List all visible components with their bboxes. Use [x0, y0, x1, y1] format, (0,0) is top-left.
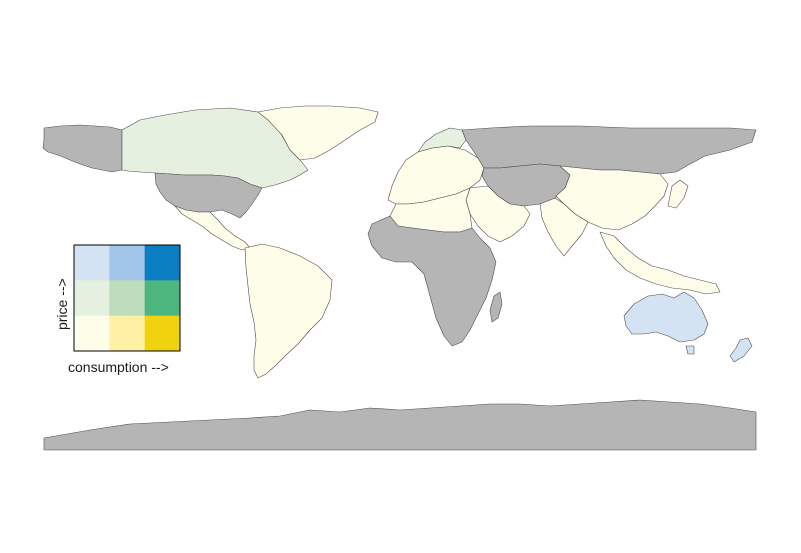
legend-cell — [144, 245, 181, 281]
region-united-states — [154, 172, 263, 219]
region-sub-saharan-africa — [367, 215, 497, 347]
legend-cell — [144, 280, 181, 317]
legend-frame — [73, 244, 181, 352]
legend-cell — [109, 315, 146, 352]
legend-grid — [74, 245, 181, 352]
region-india — [539, 197, 589, 257]
legend-cell — [144, 315, 181, 352]
region-alaska — [42, 124, 123, 173]
legend-x-label: consumption --> — [68, 359, 169, 375]
region-russia — [461, 125, 757, 175]
region-greenland — [257, 105, 379, 161]
region-antarctica — [43, 399, 757, 451]
legend-y-label: price --> — [54, 278, 70, 330]
region-tasmania — [685, 345, 695, 355]
bivariate-legend: consumption --> price --> — [54, 244, 181, 375]
region-madagascar — [489, 291, 503, 323]
region-new-zealand — [729, 337, 753, 363]
region-china — [555, 165, 669, 231]
region-japan — [667, 179, 689, 209]
region-southeast-asia — [599, 231, 721, 295]
legend-cell — [74, 280, 110, 317]
region-middle-east — [465, 185, 531, 243]
legend-cell — [109, 245, 146, 281]
land-layer — [42, 105, 757, 451]
region-australia — [623, 291, 709, 343]
legend-cell — [74, 315, 110, 352]
region-south-america — [244, 243, 333, 379]
legend-cell — [109, 280, 146, 317]
legend-cell — [74, 245, 110, 281]
